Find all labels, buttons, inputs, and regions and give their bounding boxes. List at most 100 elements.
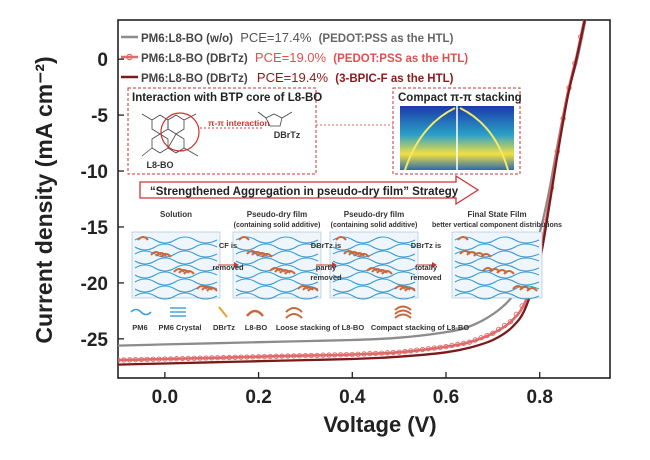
pm6-crystal-legend-icon (170, 307, 186, 317)
l8bo-unit (457, 236, 469, 241)
btp-core-highlight (160, 112, 200, 152)
y-tick-label: -25 (81, 330, 109, 351)
l8bo-unit (348, 251, 360, 256)
x-tick-label: 0.8 (527, 387, 553, 408)
l8bo-unit (399, 286, 411, 291)
l8bo-unit (394, 285, 406, 290)
series-2-marker (214, 355, 221, 361)
transition-label: removed (410, 273, 442, 282)
series-2-marker (226, 354, 232, 361)
series-2-marker (267, 353, 273, 360)
pm6-chain (134, 236, 218, 244)
stage-title: Pseudo-dry film (344, 210, 404, 219)
pm6-chain (332, 243, 416, 251)
series-2-marker (138, 356, 145, 363)
l8bo-unit (160, 253, 172, 258)
y-tick-label: -5 (91, 106, 108, 127)
series-2-marker (349, 351, 355, 358)
series-2-marker (396, 349, 402, 355)
pm6-chain (134, 250, 218, 258)
pm6-chain (134, 292, 218, 300)
series-2-marker (291, 353, 297, 359)
stage-subtitle: better vertical component distributions (432, 222, 562, 229)
series-2-marker (361, 351, 367, 357)
legend-marker-2 (126, 53, 133, 61)
series-2-marker (431, 345, 437, 351)
l8bo-unit (206, 287, 218, 292)
legend-2-htl: (PEDOT:PSS as the HTL) (333, 53, 468, 65)
dbrtz-legend-icon (218, 306, 228, 318)
series-2-marker (121, 357, 127, 363)
y-tick-label: 0 (97, 50, 108, 71)
compact-stacking-legend-icon (394, 305, 412, 319)
pm6-chain (332, 271, 416, 279)
legend: PM6:L8-BO (w/o) PCE=17.4% (PEDOT:PSS as … (121, 30, 468, 85)
l8bo-unit (261, 253, 273, 258)
series-2-marker (296, 353, 303, 359)
l8bo-unit (353, 252, 365, 257)
y-ticks: 0 -5 -10 -15 -20 -25 (81, 50, 124, 351)
series-2-marker (203, 355, 209, 361)
series-2-marker (449, 342, 455, 349)
pm6-chain (235, 257, 319, 265)
giwaxs-arc-right (459, 107, 509, 171)
legend-3-pce: PCE=19.4% (257, 70, 329, 85)
transition-arrowhead (234, 262, 239, 268)
series-2-marker (373, 350, 379, 357)
series-2-marker (390, 349, 396, 356)
dbrtz-label: DBrTz (274, 130, 301, 140)
series-2-marker (443, 344, 449, 350)
pm6-chain (235, 278, 319, 286)
series-2-marker (513, 311, 519, 317)
series-2-marker (255, 354, 262, 360)
l8bo-unit (366, 267, 378, 272)
pm6-chain (332, 257, 416, 265)
series-2-marker (273, 353, 279, 359)
pm6-chain (134, 243, 218, 251)
legend-1-pce: PCE=17.4% (240, 30, 312, 45)
series-2-marker (472, 337, 478, 343)
pm6-chain (454, 243, 540, 251)
legend-1-prefix: PM6:L8-BO (w/o) (141, 33, 233, 45)
l8bo-unit (489, 268, 501, 273)
stage-title: Pseudo-dry film (247, 210, 307, 219)
series-2-marker (455, 341, 461, 348)
stage-subtitle: (containing solid additive) (234, 222, 321, 229)
l8bo-unit (358, 253, 370, 258)
legend-3-htl: (3-BPIC-F as the HTL) (335, 73, 453, 85)
series-2-marker (150, 356, 156, 362)
legend-item-compact-stacking: Compact stacking of L8-BO (371, 323, 470, 332)
transition-arrowhead (332, 262, 337, 268)
pm6-chain (454, 236, 540, 244)
x-tick-label: 0.4 (339, 387, 366, 408)
series-2-marker (162, 356, 168, 362)
legend-entry-1: PM6:L8-BO (w/o) PCE=17.4% (PEDOT:PSS as … (141, 30, 454, 45)
series-2-marker (355, 351, 361, 357)
l8bo-unit (137, 236, 149, 241)
transition-label: DBrTz is (411, 241, 441, 250)
x-tick-label: 0.2 (245, 387, 271, 408)
l8bo-unit (482, 267, 494, 272)
series-2-marker (238, 354, 244, 360)
series-2-marker (285, 353, 291, 359)
legend-entry-3: PM6:L8-BO (DBrTz) PCE=19.4% (3-BPIC-F as… (141, 70, 454, 85)
strategy-text: “Strengthened Aggregation in pseudo-dry … (150, 186, 459, 198)
plot-frame (117, 19, 611, 379)
l8bo-unit (503, 270, 515, 275)
transition-label: CF is (219, 241, 237, 250)
legend-1-htl: (PEDOT:PSS as the HTL) (319, 33, 454, 45)
pm6-chain (454, 271, 540, 279)
l8bo-unit (466, 251, 478, 256)
l8bo-unit (381, 270, 393, 275)
series-2-marker (402, 348, 408, 355)
interaction-box (127, 87, 317, 175)
series-2-marker (326, 352, 332, 358)
dbrtz-molecule-drawing (257, 111, 293, 127)
l8bo-unit (307, 287, 319, 292)
series-2-marker (279, 353, 285, 359)
inset-legend: PM6 PM6 Crystal DBrTz L8-BO Loose stacki… (130, 305, 470, 332)
l8bo-unit (343, 250, 355, 255)
y-tick-label: -15 (81, 218, 109, 239)
series-2-marker (191, 355, 197, 361)
legend-item-dbrtz: DBrTz (213, 323, 235, 332)
